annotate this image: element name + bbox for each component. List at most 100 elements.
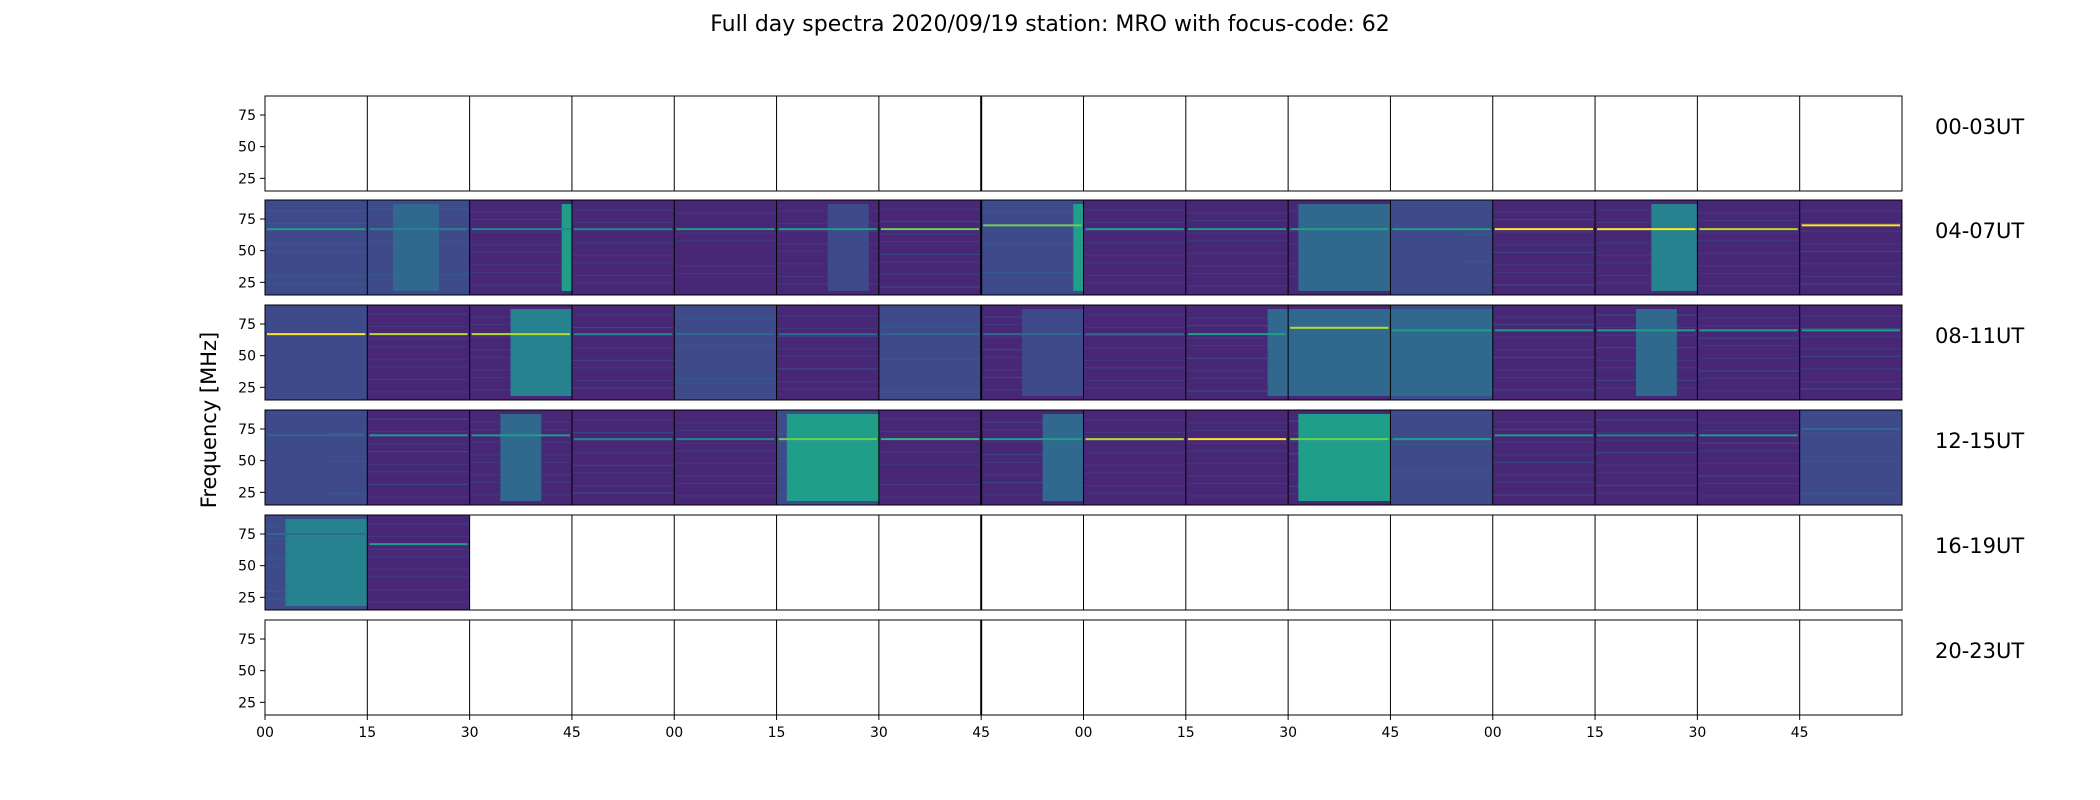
spectrum-panel — [1185, 200, 1289, 295]
spectra-row: 75 50 25 12-15UT — [238, 409, 2024, 506]
rfi-band — [1187, 438, 1287, 441]
noise-line — [1697, 495, 1800, 497]
spectrum-background — [1799, 410, 1902, 505]
noise-line — [367, 471, 470, 473]
noise-line — [1799, 348, 1902, 350]
spectrum-background — [1595, 410, 1698, 505]
y-tick-label: 75 — [238, 422, 256, 438]
noise-line — [878, 273, 982, 275]
spectrum-background — [776, 305, 879, 400]
noise-line — [1595, 229, 1698, 231]
noise-line — [571, 484, 675, 486]
rfi-band — [1597, 228, 1696, 231]
noise-line — [1492, 461, 1596, 463]
y-tick-label: 25 — [238, 695, 256, 711]
noise-line — [1595, 472, 1698, 474]
noise-line — [1185, 442, 1289, 444]
noise-line — [674, 450, 777, 452]
spectrum-background — [878, 200, 982, 295]
x-axis: 00 15 30 45 00 15 30 45 00 15 30 45 00 15 30 45 — [256, 715, 1809, 741]
noise-line — [571, 222, 675, 224]
spectrum-background — [367, 305, 470, 400]
rfi-band — [369, 228, 468, 231]
noise-line — [1595, 282, 1698, 284]
noise-line — [981, 271, 1084, 273]
spectrum-panel — [1288, 305, 1391, 400]
rfi-band — [676, 333, 775, 336]
row-frame — [264, 304, 1903, 401]
spectrum-panel — [367, 200, 470, 295]
noise-line — [674, 442, 777, 444]
spectrum-background — [1083, 200, 1186, 295]
spectrum-panel — [1799, 200, 1902, 295]
spectrum-panel — [1595, 410, 1698, 505]
noise-line — [1697, 212, 1800, 214]
noise-line — [1083, 262, 1186, 264]
noise-line — [367, 576, 470, 578]
noise-line — [1697, 317, 1800, 319]
noise-line — [1083, 347, 1186, 349]
noise-line — [1595, 242, 1698, 244]
noise-line — [981, 421, 1084, 423]
noise-line — [878, 471, 982, 473]
rfi-band — [369, 543, 468, 546]
noise-line — [981, 251, 1084, 253]
noise-line — [1697, 377, 1800, 379]
spectrum-panel — [981, 200, 1084, 295]
noise-line — [776, 328, 879, 330]
noise-line — [1799, 250, 1902, 252]
noise-line — [878, 483, 982, 485]
chart-title: Full day spectra 2020/09/19 station: MRO… — [710, 12, 1390, 37]
rfi-band — [1392, 228, 1491, 231]
row-frame — [264, 199, 1903, 296]
rfi-band — [573, 333, 673, 336]
noise-line — [981, 231, 1084, 233]
rfi-band — [676, 228, 775, 231]
spectrum-panel — [1185, 410, 1289, 505]
noise-line — [1185, 345, 1289, 347]
noise-line — [981, 481, 1084, 483]
noise-line — [1185, 390, 1289, 392]
noise-line — [367, 601, 470, 603]
y-tick-label: 75 — [238, 212, 256, 228]
noise-line — [1083, 274, 1186, 276]
noise-line — [1799, 328, 1902, 330]
noise-line — [571, 282, 675, 284]
noise-line — [1492, 349, 1596, 351]
rfi-band — [1597, 329, 1696, 332]
noise-line — [571, 242, 675, 244]
row-time-label: 16-19UT — [1935, 534, 2024, 558]
noise-line — [1697, 422, 1800, 424]
noise-line — [1083, 387, 1186, 389]
noise-line — [776, 355, 879, 357]
noise-line — [571, 274, 675, 276]
burst-region — [500, 414, 542, 501]
noise-line — [469, 264, 572, 266]
spectrum-panel — [878, 200, 982, 295]
noise-line — [878, 261, 982, 263]
noise-line — [367, 431, 470, 433]
spectra-row: 75 50 25 08-11UT — [238, 304, 2024, 401]
noise-line — [571, 452, 675, 454]
spectra-row: 75 50 25 20-23UT — [238, 619, 2024, 716]
noise-line — [1697, 442, 1800, 444]
noise-line — [878, 241, 982, 243]
noise-line — [367, 523, 470, 525]
noise-line — [1595, 492, 1698, 494]
spectrum-panel — [981, 410, 1084, 505]
y-tick-label: 50 — [238, 140, 256, 156]
rfi-band — [471, 228, 570, 231]
spectrum-background — [367, 515, 470, 610]
noise-line — [1185, 317, 1289, 319]
noise-line — [1799, 283, 1902, 285]
noise-line — [1083, 242, 1186, 244]
x-tick-label: 15 — [768, 725, 786, 741]
rfi-band — [1494, 434, 1594, 437]
spectrum-background — [674, 305, 777, 400]
noise-line — [571, 327, 675, 329]
y-tick-label: 25 — [238, 171, 256, 187]
noise-line — [981, 284, 1084, 286]
row-frame — [264, 95, 1903, 192]
noise-line — [674, 337, 777, 339]
x-tick-label: 00 — [665, 725, 683, 741]
